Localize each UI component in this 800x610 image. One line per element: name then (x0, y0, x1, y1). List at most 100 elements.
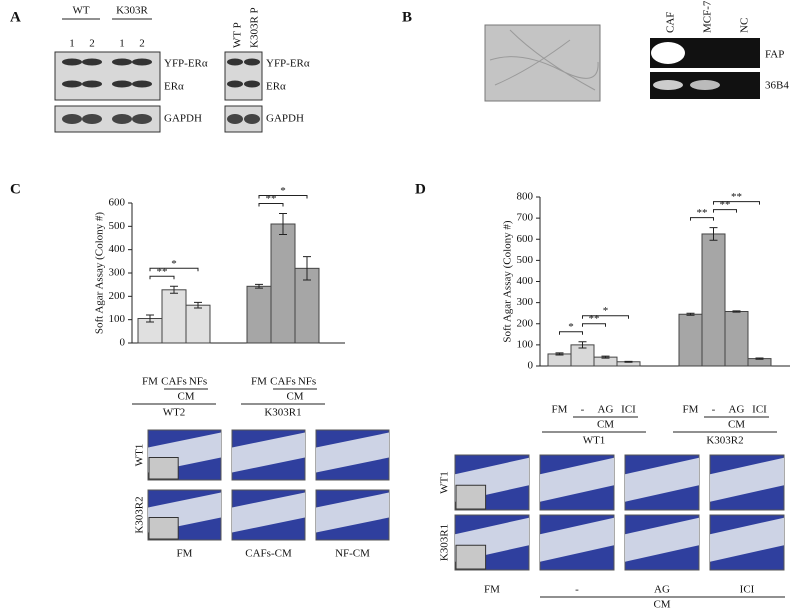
significance-label: ** (697, 207, 708, 219)
error-bar (279, 213, 287, 235)
category-label: ICI (621, 404, 636, 416)
bracket-label: CM (728, 419, 745, 431)
category-label: CAFs (161, 376, 187, 388)
band-label: GAPDH (164, 113, 202, 125)
category-label: FM (142, 376, 158, 388)
blot-band (227, 58, 243, 66)
column-label: CAFs-CM (245, 548, 292, 560)
panel-label: B (402, 9, 412, 25)
scratch-gap (540, 457, 614, 502)
blot-band (112, 58, 132, 66)
significance-bracket (258, 203, 284, 207)
gel-band (651, 42, 685, 64)
significance-bracket (582, 323, 606, 327)
error-bar (624, 360, 633, 363)
significance-label: * (603, 305, 609, 317)
column-label: AG (654, 584, 670, 596)
bar (678, 313, 703, 367)
band-label: 36B4 (765, 80, 789, 92)
group-label: K303R (116, 5, 148, 17)
band-label: YFP-ERα (164, 58, 208, 70)
category-label: NFs (189, 376, 207, 388)
lane-label: K303R P (249, 7, 261, 48)
blot-band (82, 114, 102, 124)
category-label: NFs (298, 376, 316, 388)
error-bar (170, 285, 178, 294)
lane-label: 1 (119, 38, 125, 50)
category-label: ICI (752, 404, 767, 416)
bar (270, 223, 296, 344)
inset (148, 457, 179, 480)
blot-band (62, 80, 82, 88)
blot-band (112, 80, 132, 88)
bar (547, 353, 572, 367)
scratch-gap (316, 432, 389, 473)
y-tick-label: 100 (517, 338, 534, 350)
blot-band (244, 58, 260, 66)
significance-label: * (568, 321, 574, 333)
row-label: WT1 (134, 444, 146, 467)
scratch-gap (232, 432, 305, 473)
band-label: GAPDH (266, 113, 304, 125)
y-tick-label: 400 (109, 243, 126, 255)
band-label: ERα (164, 81, 184, 93)
scratch-gap (540, 517, 614, 562)
group-label: CM (653, 599, 670, 610)
significance-label: ** (266, 193, 277, 205)
column-label: - (575, 584, 579, 596)
blot-band (244, 114, 260, 124)
significance-bracket (559, 331, 583, 335)
y-tick-label: 0 (528, 360, 534, 372)
category-label: AG (598, 404, 614, 416)
panel-label: D (415, 181, 426, 197)
error-bar (578, 341, 587, 349)
category-label: FM (683, 404, 699, 416)
lane-label: WT P (232, 22, 244, 48)
significance-bracket (582, 315, 629, 319)
cell-texture (489, 29, 599, 91)
blot-band (227, 114, 243, 124)
error-bar (686, 312, 695, 316)
y-tick-label: 400 (517, 275, 534, 287)
significance-label: ** (157, 266, 168, 278)
inset (455, 484, 487, 510)
error-bar (194, 301, 202, 309)
lane-label: 2 (139, 38, 145, 50)
blot-band (227, 80, 243, 88)
error-bar (555, 352, 564, 356)
error-bar (146, 314, 154, 323)
column-label: ICI (740, 584, 755, 596)
band-label: YFP-ERα (266, 58, 310, 70)
blot-band (244, 80, 260, 88)
scratch-gap (232, 492, 305, 533)
y-tick-label: 300 (109, 267, 126, 279)
group-label: WT2 (163, 407, 186, 419)
y-tick-label: 600 (517, 233, 534, 245)
blot-band (132, 114, 152, 124)
significance-bracket (149, 267, 199, 272)
column-label: FM (177, 548, 193, 560)
y-tick-label: 500 (109, 220, 126, 232)
lane-label: MCF-7 (702, 0, 714, 33)
blot-band (82, 80, 102, 88)
lane-label: CAF (665, 12, 677, 33)
lane-label: NC (739, 18, 751, 33)
bar (701, 233, 726, 367)
significance-bracket (713, 209, 737, 213)
y-axis-label: Soft Agar Assay (Colony #) (94, 212, 106, 335)
column-label: FM (484, 584, 500, 596)
y-tick-label: 800 (517, 191, 534, 203)
bracket-label: CM (177, 391, 194, 403)
group-label: WT (72, 5, 89, 17)
category-label: - (581, 404, 585, 416)
bar (724, 310, 749, 367)
significance-bracket (690, 217, 714, 221)
y-tick-label: 600 (109, 197, 126, 209)
y-tick-label: 200 (517, 317, 534, 329)
category-label: AG (729, 404, 745, 416)
significance-label: ** (731, 191, 742, 203)
error-bar (601, 355, 610, 359)
scratch-gap (710, 457, 784, 502)
blot-band (132, 80, 152, 88)
